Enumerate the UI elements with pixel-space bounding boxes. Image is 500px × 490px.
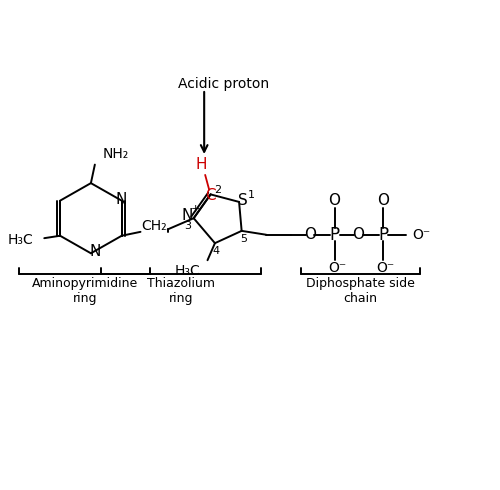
Text: +: + — [190, 204, 200, 215]
Text: S: S — [238, 193, 248, 208]
Text: O: O — [304, 227, 316, 242]
Text: H₃C: H₃C — [174, 264, 200, 278]
Text: C: C — [205, 188, 216, 203]
Text: H₃C: H₃C — [8, 233, 34, 246]
Text: N: N — [89, 245, 101, 259]
Text: Thiazolium
ring: Thiazolium ring — [147, 277, 215, 305]
Text: Acidic proton: Acidic proton — [178, 77, 270, 91]
Text: O: O — [352, 227, 364, 242]
Text: N: N — [116, 192, 127, 207]
Text: O⁻: O⁻ — [328, 261, 346, 275]
Text: H: H — [196, 157, 207, 172]
Text: P: P — [378, 226, 388, 244]
Text: 2: 2 — [214, 185, 221, 195]
Text: 5: 5 — [240, 234, 248, 244]
Text: P: P — [330, 226, 340, 244]
Text: Diphosphate side
chain: Diphosphate side chain — [306, 277, 414, 305]
Text: 3: 3 — [184, 221, 191, 231]
Text: NH₂: NH₂ — [103, 147, 129, 161]
Text: Aminopyrimidine
ring: Aminopyrimidine ring — [32, 277, 138, 305]
Text: O⁻: O⁻ — [376, 261, 394, 275]
Text: N: N — [182, 208, 193, 223]
Text: 4: 4 — [212, 246, 220, 256]
Text: O⁻: O⁻ — [412, 228, 431, 242]
Text: O: O — [377, 193, 389, 208]
Text: CH₂: CH₂ — [142, 219, 167, 233]
Text: O: O — [328, 193, 340, 208]
Text: 1: 1 — [248, 190, 254, 199]
